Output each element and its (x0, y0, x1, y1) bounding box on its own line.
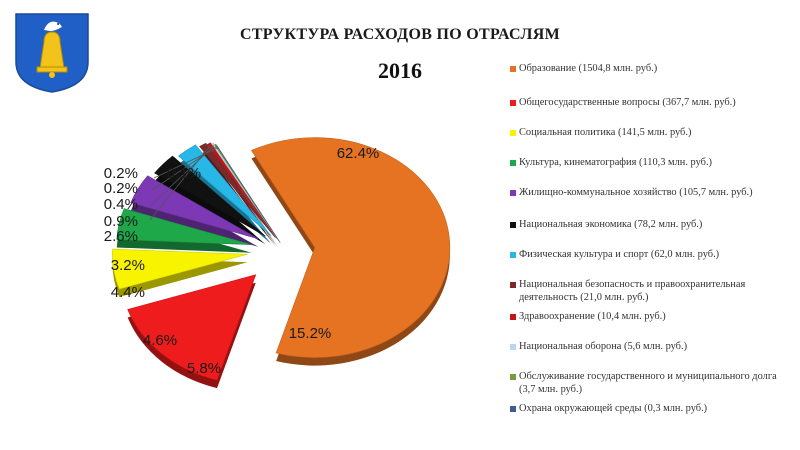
pie-slice-percent-label: 4.4% (111, 284, 145, 301)
legend-label: Жилищно-коммунальное хозяйство (105,7 мл… (519, 187, 753, 198)
page-title: СТРУКТУРА РАСХОДОВ ПО ОТРАСЛЯМ (239, 26, 560, 43)
pie-slice (251, 137, 451, 358)
legend-swatch (510, 314, 516, 320)
pie-slice-percent-label: 15.2% (289, 325, 332, 342)
pie-slice (199, 142, 276, 238)
legend-label: Охрана окружающей среды (0,3 млн. руб.) (519, 403, 708, 414)
pie-slice (211, 143, 279, 241)
pie-leader-line (149, 145, 211, 221)
legend-label: Обслуживание государственного и муниципа… (519, 371, 777, 395)
pie-slice (206, 142, 278, 239)
legend-label: Общегосударственные вопросы (367,7 млн. … (519, 97, 736, 108)
legend-swatch (510, 252, 516, 258)
legend-label: Национальная безопасность и правоохранит… (519, 279, 746, 303)
pie-slice (127, 274, 257, 381)
pie-slice-percent-label: 0.1% (167, 165, 201, 182)
legend-label: Здравоохранение (10,4 млн. руб.) (519, 311, 666, 322)
legend-swatch (510, 222, 516, 228)
pie-slice-percent-label: 0.2% (104, 165, 138, 182)
bell-emblem-icon (15, 13, 89, 93)
pie-slice-percent-label: 3.2% (111, 257, 145, 274)
pie-slice (112, 248, 248, 290)
legend-label: Социальная политика (141,5 млн. руб.) (519, 127, 692, 138)
city-emblem (14, 12, 90, 94)
legend-swatch (510, 406, 516, 412)
legend-swatch (510, 66, 516, 72)
pie-slice-percent-label: 4.6% (143, 332, 177, 349)
pie-slice-percent-label: 0.2% (104, 180, 138, 197)
pie-slice-percent-label: 2.6% (104, 228, 138, 245)
legend-swatch (510, 282, 516, 288)
pie-slice (116, 208, 252, 246)
legend-label: Национальная экономика (78,2 млн. руб.) (519, 219, 703, 230)
legend-swatch (510, 344, 516, 350)
pie-leader-line (153, 147, 219, 179)
pie-slice-percent-label: 5.8% (187, 360, 221, 377)
pie-slice-percent-label: 62.4% (337, 145, 380, 162)
legend-label: Национальная оборона (5,6 млн. руб.) (519, 341, 688, 352)
legend-label: Физическая культура и спорт (62,0 млн. р… (519, 249, 720, 260)
legend-swatch (510, 160, 516, 166)
pie-slice (216, 145, 281, 243)
legend-label: Образование (1504,8 млн. руб.) (519, 63, 658, 74)
legend-swatch (510, 130, 516, 136)
pie-slice (178, 144, 272, 237)
legend-swatch (510, 100, 516, 106)
chart-year: 2016 (378, 58, 422, 83)
pie-slice-percent-label: 0.4% (104, 196, 138, 213)
pie-slice (130, 175, 259, 240)
pie-slice-percent-label: 0.9% (104, 213, 138, 230)
legend-swatch (510, 374, 516, 380)
legend-swatch (510, 190, 516, 196)
legend-label: Культура, кинематография (110,3 млн. руб… (519, 157, 713, 168)
